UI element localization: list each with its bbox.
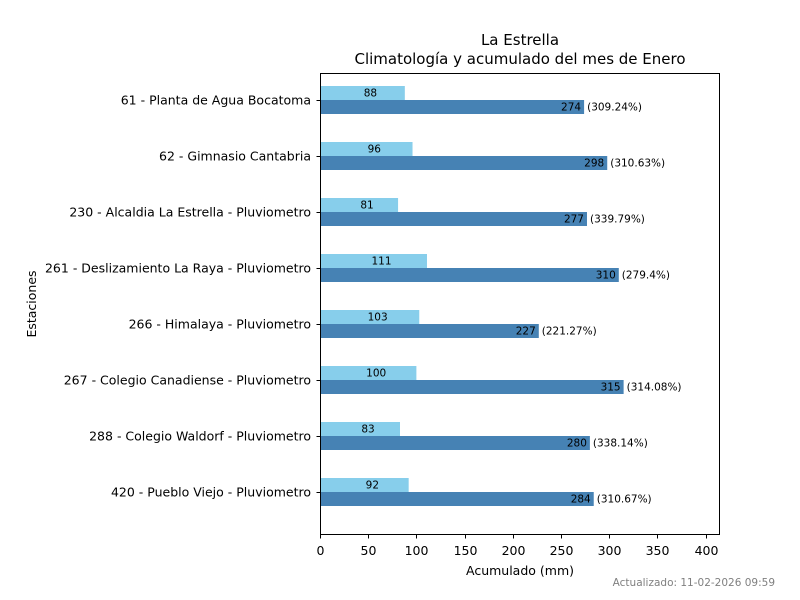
y-tick-labels: 61 - Planta de Agua Bocatoma 62 - Gimnasi… [45, 93, 320, 500]
bar-label-climatologia: 88 [364, 88, 377, 100]
bar-label-climatologia: 83 [361, 424, 374, 436]
bar-label-climatologia: 100 [366, 368, 386, 380]
bar-label-acumulado: 298 [584, 158, 604, 170]
bar-acumulado [320, 212, 587, 226]
bar-label-acumulado: 315 [601, 382, 621, 394]
bar-label-climatologia: 96 [368, 144, 382, 156]
chart-title: La Estrella [481, 31, 559, 49]
y-tick-label: 288 - Colegio Waldorf - Pluviometro [89, 429, 311, 444]
bar-acumulado [320, 324, 539, 338]
chart-subtitle: Climatología y acumulado del mes de Ener… [354, 50, 685, 68]
bar-label-percent: (310.63%) [610, 158, 665, 170]
x-tick-label: 250 [550, 543, 574, 558]
bar-label-acumulado: 277 [564, 214, 584, 226]
bar-label-percent: (221.27%) [542, 326, 597, 338]
y-axis-label: Estaciones [24, 270, 39, 337]
bar-label-climatologia: 92 [366, 480, 379, 492]
x-tick-label: 300 [598, 543, 622, 558]
bar-label-acumulado: 280 [567, 438, 587, 450]
bar-label-percent: (310.67%) [597, 494, 652, 506]
bar-label-percent: (314.08%) [627, 382, 682, 394]
x-tick-label: 0 [317, 543, 325, 558]
bar-label-climatologia: 81 [360, 200, 373, 212]
bar-acumulado [320, 100, 585, 114]
bar-label-climatologia: 111 [371, 256, 391, 268]
bar-label-acumulado: 310 [596, 270, 616, 282]
bar-climatologia [320, 198, 399, 212]
bar-climatologia [320, 142, 413, 156]
x-ticks: 0 50 100 150 200 250 300 350 400 [317, 534, 719, 558]
x-tick-label: 50 [361, 543, 377, 558]
bar-label-climatologia: 103 [368, 312, 388, 324]
x-tick-label: 100 [405, 543, 429, 558]
y-tick-label: 230 - Alcaldia La Estrella - Pluviometro [69, 205, 311, 220]
plot-frame [320, 73, 720, 535]
x-tick-label: 150 [454, 543, 478, 558]
bar-label-percent: (339.79%) [590, 214, 645, 226]
y-tick-label: 61 - Planta de Agua Bocatoma [121, 93, 311, 108]
bar-acumulado [320, 436, 590, 450]
y-tick-label: 267 - Colegio Canadiense - Pluviometro [64, 373, 311, 388]
bar-label-acumulado: 227 [516, 326, 536, 338]
x-tick-label: 200 [502, 543, 526, 558]
bar-label-percent: (279.4%) [622, 270, 670, 282]
bar-climatologia [320, 86, 405, 100]
bar-climatologia [320, 366, 417, 380]
y-tick-label: 420 - Pueblo Viejo - Pluviometro [111, 485, 311, 500]
bar-label-acumulado: 284 [571, 494, 591, 506]
bar-climatologia [320, 422, 400, 436]
x-tick-label: 400 [695, 543, 719, 558]
bar-label-percent: (309.24%) [587, 102, 642, 114]
x-tick-label: 350 [646, 543, 670, 558]
bar-climatologia [320, 254, 427, 268]
bar-label-acumulado: 274 [561, 102, 581, 114]
bar-climatologia [320, 478, 409, 492]
bar-acumulado [320, 156, 608, 170]
y-tick-label: 62 - Gimnasio Cantabria [159, 149, 311, 164]
bar-acumulado [320, 492, 594, 506]
bars-group: 88 274 (309.24%) 96 298 (310.63%) 81 277 (339.79… [320, 86, 682, 506]
bar-acumulado [320, 380, 624, 394]
bar-climatologia [320, 310, 420, 324]
bar-acumulado [320, 268, 619, 282]
x-axis-label: Acumulado (mm) [466, 563, 574, 578]
y-tick-label: 261 - Deslizamiento La Raya - Pluviometr… [45, 261, 311, 276]
bar-label-percent: (338.14%) [593, 438, 648, 450]
updated-timestamp: Actualizado: 11-02-2026 09:59 [613, 577, 775, 589]
y-tick-label: 266 - Himalaya - Pluviometro [129, 317, 311, 332]
